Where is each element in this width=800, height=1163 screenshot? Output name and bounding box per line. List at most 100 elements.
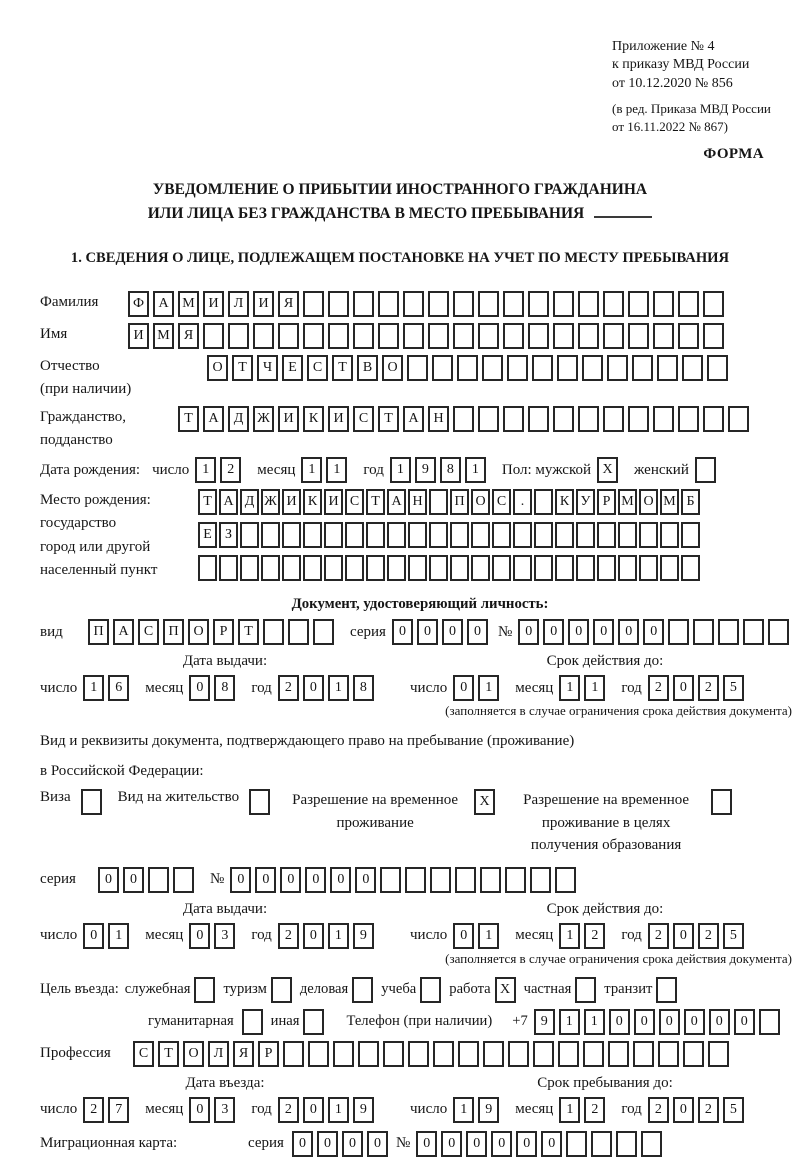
char-box[interactable]: 0	[302, 1096, 324, 1123]
char-box[interactable]: 0	[189, 1096, 211, 1123]
char-box[interactable]	[653, 291, 674, 318]
char-box[interactable]	[513, 522, 532, 549]
purpose-private-checkbox[interactable]	[575, 976, 597, 1003]
char-box[interactable]	[533, 1040, 554, 1067]
char-box[interactable]	[428, 291, 449, 318]
char-box[interactable]	[492, 555, 511, 582]
char-box[interactable]	[483, 1040, 504, 1067]
char-box[interactable]: 2	[584, 1096, 606, 1123]
char-box[interactable]: 2	[697, 675, 719, 702]
char-box[interactable]: О	[188, 619, 209, 646]
char-box[interactable]: 3	[214, 1096, 236, 1123]
char-box[interactable]	[641, 1130, 663, 1157]
char-box[interactable]	[450, 555, 469, 582]
char-box[interactable]	[503, 406, 524, 433]
char-box[interactable]: О	[207, 355, 228, 382]
char-box[interactable]: 0	[123, 866, 144, 893]
char-box[interactable]	[303, 555, 322, 582]
char-box[interactable]	[639, 522, 658, 549]
char-box[interactable]: 2	[697, 1096, 719, 1123]
char-box[interactable]	[653, 406, 674, 433]
char-box[interactable]: П	[88, 619, 109, 646]
char-box[interactable]: 1	[583, 1008, 605, 1035]
char-box[interactable]: А	[387, 489, 406, 516]
char-box[interactable]: К	[303, 489, 322, 516]
char-box[interactable]	[219, 555, 238, 582]
char-box[interactable]	[471, 522, 490, 549]
char-box[interactable]: 5	[722, 675, 744, 702]
char-box[interactable]: Т	[178, 406, 199, 433]
char-box[interactable]	[557, 355, 578, 382]
char-box[interactable]: 0	[391, 619, 413, 646]
temp-residence-checkbox[interactable]: X	[474, 789, 496, 816]
char-box[interactable]: Я	[278, 291, 299, 318]
char-box[interactable]: М	[178, 291, 199, 318]
char-box[interactable]	[632, 355, 653, 382]
char-box[interactable]: Р	[213, 619, 234, 646]
char-box[interactable]: С	[138, 619, 159, 646]
char-box[interactable]	[408, 555, 427, 582]
char-box[interactable]	[482, 355, 503, 382]
temp-residence-edu-checkbox[interactable]	[711, 789, 733, 816]
char-box[interactable]: 7	[108, 1096, 130, 1123]
char-box[interactable]: А	[403, 406, 424, 433]
char-box[interactable]	[503, 291, 524, 318]
char-box[interactable]	[653, 323, 674, 350]
char-box[interactable]	[457, 355, 478, 382]
char-box[interactable]	[380, 866, 402, 893]
purpose-tourism-checkbox[interactable]	[270, 976, 292, 1003]
residence-permit-checkbox[interactable]	[249, 789, 271, 816]
char-box[interactable]	[578, 291, 599, 318]
char-box[interactable]	[528, 323, 549, 350]
char-box[interactable]: 1	[108, 922, 130, 949]
char-box[interactable]	[657, 355, 678, 382]
char-box[interactable]: 0	[633, 1008, 655, 1035]
char-box[interactable]: С	[353, 406, 374, 433]
char-box[interactable]	[603, 323, 624, 350]
char-box[interactable]	[458, 1040, 479, 1067]
char-box[interactable]: 1	[584, 675, 606, 702]
char-box[interactable]	[597, 522, 616, 549]
char-box[interactable]	[453, 406, 474, 433]
char-box[interactable]	[505, 866, 527, 893]
char-box[interactable]: 0	[672, 675, 694, 702]
char-box[interactable]: И	[282, 489, 301, 516]
char-box[interactable]	[682, 355, 703, 382]
char-box[interactable]: Я	[233, 1040, 254, 1067]
char-box[interactable]	[282, 555, 301, 582]
char-box[interactable]	[453, 291, 474, 318]
char-box[interactable]: 1	[559, 675, 581, 702]
char-box[interactable]	[743, 619, 765, 646]
char-box[interactable]: С	[307, 355, 328, 382]
char-box[interactable]: 1	[464, 457, 486, 484]
char-box[interactable]	[534, 555, 553, 582]
char-box[interactable]: 0	[543, 619, 565, 646]
char-box[interactable]: А	[113, 619, 134, 646]
char-box[interactable]	[708, 1040, 729, 1067]
char-box[interactable]	[532, 355, 553, 382]
char-box[interactable]	[534, 489, 553, 516]
char-box[interactable]	[508, 1040, 529, 1067]
char-box[interactable]: 2	[647, 1096, 669, 1123]
char-box[interactable]	[148, 866, 169, 893]
char-box[interactable]: И	[328, 406, 349, 433]
char-box[interactable]	[345, 522, 364, 549]
char-box[interactable]	[407, 355, 428, 382]
char-box[interactable]	[553, 291, 574, 318]
char-box[interactable]	[478, 406, 499, 433]
char-box[interactable]: 0	[280, 866, 302, 893]
char-box[interactable]: С	[492, 489, 511, 516]
char-box[interactable]	[683, 1040, 704, 1067]
char-box[interactable]: 0	[316, 1130, 338, 1157]
char-box[interactable]: 1	[453, 1096, 475, 1123]
char-box[interactable]	[555, 555, 574, 582]
char-box[interactable]	[681, 522, 700, 549]
char-box[interactable]: 2	[277, 1096, 299, 1123]
char-box[interactable]	[261, 555, 280, 582]
char-box[interactable]: Т	[232, 355, 253, 382]
char-box[interactable]	[203, 323, 224, 350]
char-box[interactable]	[608, 1040, 629, 1067]
char-box[interactable]	[578, 406, 599, 433]
char-box[interactable]	[558, 1040, 579, 1067]
char-box[interactable]: 0	[416, 619, 438, 646]
